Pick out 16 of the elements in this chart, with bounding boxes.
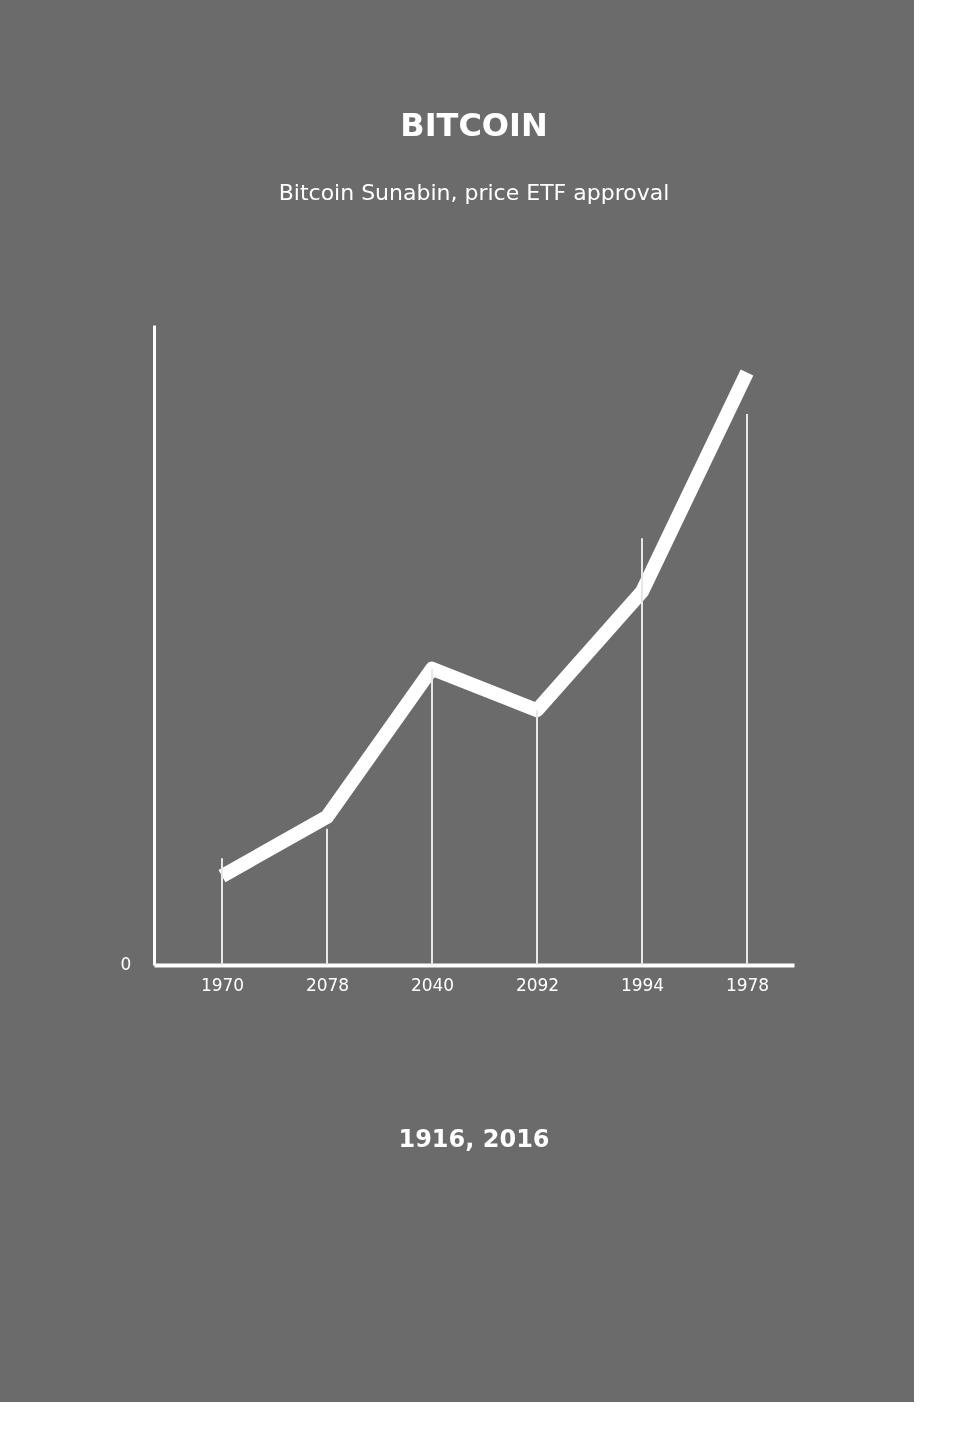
x-tick-label: 1970 [200,974,245,995]
x-tick-label: 1994 [620,974,665,995]
bar [746,413,748,965]
bar [536,710,538,965]
text: 1916, 2016 [398,1125,550,1153]
bar [326,828,328,965]
bar [641,538,643,965]
chart-subtitle: Bitcoin Sunabin, price ETF approval [278,180,670,205]
bar [431,668,433,965]
text: 0 [120,954,132,974]
chart-title: BITCOIN [400,106,548,144]
bar [221,858,223,965]
x-tick-label: 1978 [725,974,770,995]
x-tick-label: 2078 [305,974,350,995]
x-tick-label: 2092 [515,974,560,995]
x-tick-label: 2040 [410,974,455,995]
